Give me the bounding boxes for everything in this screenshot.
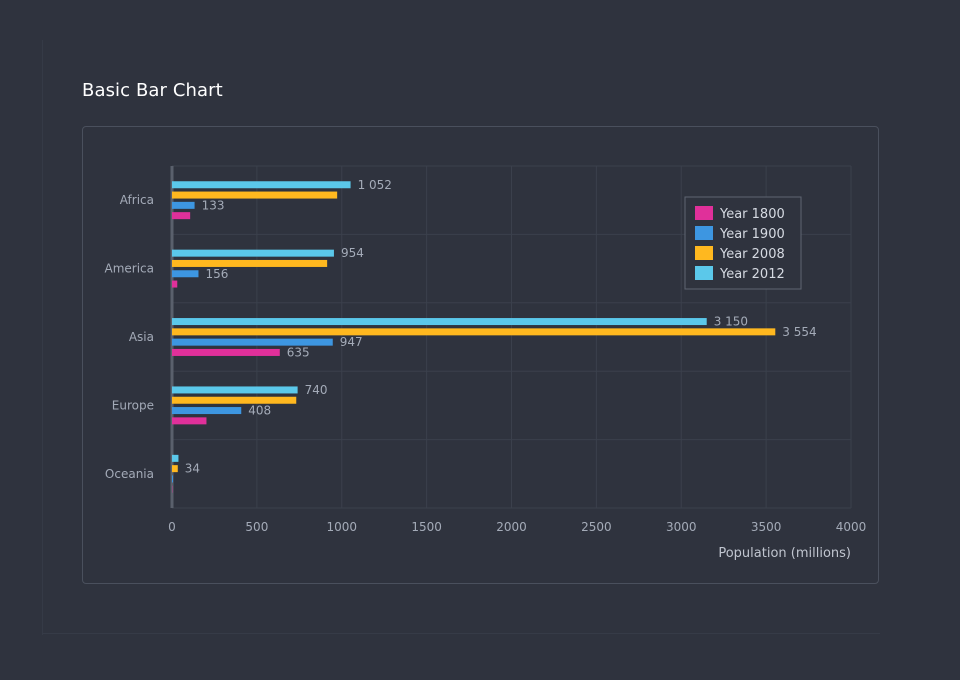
bar: [172, 181, 351, 189]
legend-entry: Year 1900: [719, 227, 785, 242]
x-tick-label: 1500: [411, 520, 442, 534]
y-category-label: America: [105, 262, 155, 276]
data-label: 947: [340, 335, 363, 349]
bar: [172, 465, 178, 473]
bar: [172, 338, 333, 346]
y-category-label: Asia: [129, 330, 154, 344]
bar: [172, 328, 776, 336]
legend-swatch: [695, 226, 713, 240]
data-label: 740: [305, 383, 328, 397]
x-tick-label: 500: [245, 520, 268, 534]
data-label: 408: [248, 404, 271, 418]
x-tick-label: 3500: [751, 520, 782, 534]
data-label: 156: [205, 267, 228, 281]
bar: [172, 212, 191, 220]
bar: [172, 191, 338, 199]
legend-swatch: [695, 266, 713, 280]
legend-entry: Year 2012: [719, 267, 785, 282]
bar: [172, 348, 280, 356]
bar: [172, 318, 707, 326]
x-tick-label: 1000: [326, 520, 357, 534]
x-axis-title: Population (millions): [718, 546, 851, 561]
data-label: 635: [287, 345, 310, 359]
x-tick-label: 2000: [496, 520, 527, 534]
x-tick-label: 2500: [581, 520, 612, 534]
bar: [172, 454, 179, 462]
legend-swatch: [695, 206, 713, 220]
bar: [172, 407, 242, 415]
data-label: 1 052: [358, 178, 392, 192]
x-tick-label: 3000: [666, 520, 697, 534]
data-label: 3 150: [714, 315, 748, 329]
data-label: 34: [185, 462, 200, 476]
data-label: 954: [341, 246, 364, 260]
page-title: Basic Bar Chart: [82, 80, 223, 101]
y-category-label: Africa: [120, 193, 154, 207]
bar: [172, 475, 174, 483]
bar: [172, 280, 178, 288]
bar: [172, 259, 328, 267]
y-category-label: Europe: [112, 398, 154, 412]
bar: [172, 249, 334, 257]
bottom-divider: [42, 633, 880, 634]
x-tick-label: 4000: [836, 520, 867, 534]
legend-entry: Year 2008: [719, 247, 785, 262]
bar: [172, 396, 297, 404]
bar: [172, 417, 207, 425]
left-divider: [42, 40, 43, 635]
y-category-label: Oceania: [105, 467, 154, 481]
legend-entry: Year 1800: [719, 207, 785, 222]
bar: [172, 270, 199, 278]
data-label: 133: [202, 198, 225, 212]
legend-swatch: [695, 246, 713, 260]
bar: [172, 201, 195, 209]
bar: [172, 386, 298, 394]
data-label: 3 554: [782, 325, 816, 339]
x-tick-label: 0: [168, 520, 176, 534]
